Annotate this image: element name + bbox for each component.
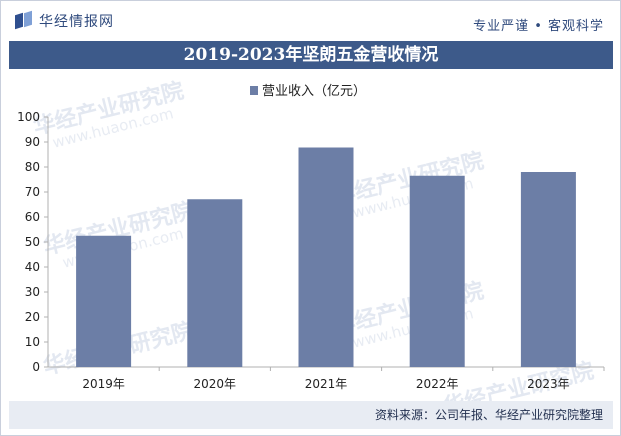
bar (409, 175, 465, 367)
y-tick-label: 80 (25, 160, 40, 174)
bar (298, 147, 354, 367)
slogan: 专业严谨 • 客观科学 (473, 19, 604, 34)
logo-text: 华经情报网 (39, 14, 114, 30)
y-tick-label: 30 (25, 285, 40, 299)
brand-logo: 华经情报网 (15, 10, 114, 31)
bar (187, 199, 243, 367)
y-tick-label: 20 (25, 310, 40, 324)
y-tick-label: 100 (17, 110, 40, 124)
x-tick-label: 2023年 (527, 377, 570, 391)
source-note: 资料来源：公司年报、华经产业研究院整理 (374, 408, 603, 422)
y-tick-label: 90 (25, 135, 40, 149)
footer: 资料来源：公司年报、华经产业研究院整理 (9, 401, 613, 429)
bar (520, 172, 576, 367)
legend-label: 营业收入（亿元） (262, 84, 366, 99)
x-tick-label: 2019年 (82, 377, 125, 391)
header: 华经情报网 专业严谨 • 客观科学 (1, 1, 620, 41)
y-tick-label: 10 (25, 335, 40, 349)
x-tick-label: 2022年 (416, 377, 459, 391)
y-tick-label: 70 (25, 185, 40, 199)
x-tick-label: 2020年 (194, 377, 237, 391)
y-tick-label: 0 (32, 360, 40, 374)
chart-title: 2019-2023年坚朗五金营收情况 (9, 41, 613, 69)
bar-chart: 营业收入（亿元） 0 10 20 30 40 50 60 70 80 90 100 2019年 2020年… (17, 84, 605, 391)
x-tick-label: 2021年 (305, 377, 348, 391)
y-tick-label: 40 (25, 260, 40, 274)
y-tick-label: 50 (25, 235, 40, 249)
y-tick-label: 60 (25, 210, 40, 224)
bar (76, 235, 132, 367)
legend-swatch (250, 86, 258, 95)
